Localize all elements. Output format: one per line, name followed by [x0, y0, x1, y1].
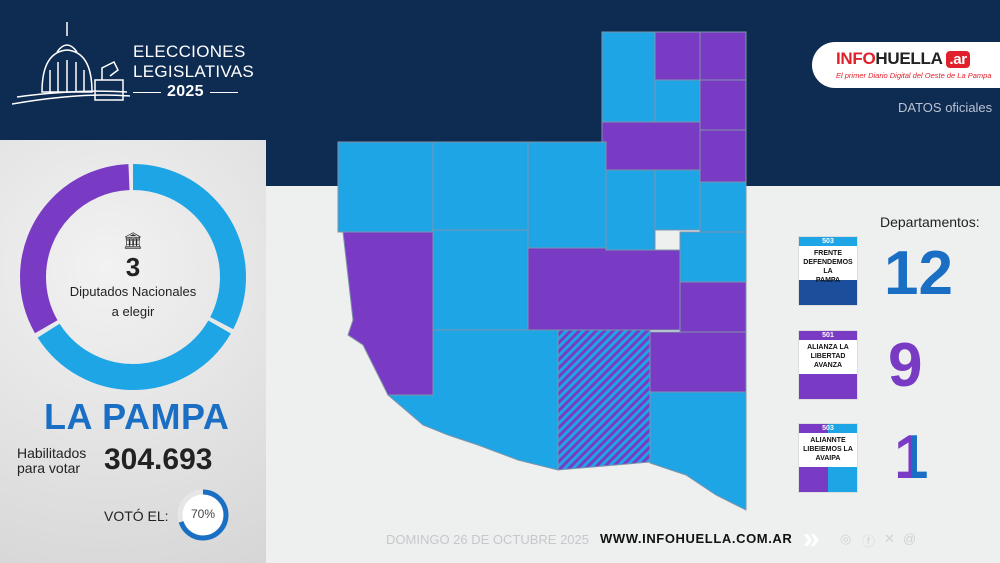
voters-label: Habilitados para votar — [17, 445, 87, 476]
department — [601, 31, 656, 123]
department — [699, 31, 747, 81]
libertad-count: 9 — [888, 331, 923, 400]
title-year: 2025 — [167, 83, 204, 100]
department — [654, 169, 701, 231]
capitol-ballot-logo-icon — [12, 22, 131, 105]
election-title: ELECCIONES LEGISLATIVAS 2025 — [133, 42, 254, 102]
ballot-libertad: 501 ALIANZA LA LIBERTAD AVANZA — [798, 330, 858, 400]
seats-donut — [20, 164, 246, 390]
department — [386, 329, 559, 471]
threads-icon[interactable]: @ — [903, 531, 917, 546]
department — [557, 329, 651, 471]
source-label: DATOS oficiales — [898, 100, 993, 115]
department — [527, 141, 607, 249]
frente-count: 12 — [884, 239, 953, 308]
turnout-value: 70% — [190, 507, 216, 521]
turnout-label: VOTÓ EL: — [104, 508, 169, 524]
footer-url[interactable]: WWW.INFOHUELLA.COM.AR — [600, 531, 793, 546]
brand-tagline: El primer Diario Digital del Oeste de La… — [836, 71, 992, 80]
department — [699, 79, 747, 131]
facebook-icon[interactable]: ⓕ — [862, 534, 876, 549]
department — [605, 169, 656, 251]
voters-count: 304.693 — [104, 443, 213, 476]
department — [601, 121, 701, 171]
title-line2: LEGISLATIVAS — [133, 62, 255, 81]
capitol-icon: 🏛 — [122, 233, 144, 250]
infohuella-logo[interactable]: INFOHUELLA .ar El primer Diario Digital … — [812, 42, 1000, 88]
shared-count: 1 — [894, 423, 929, 492]
title-line1: ELECCIONES — [133, 42, 246, 61]
departments-label: Departamentos: — [880, 214, 980, 230]
seats-label: Diputados Nacionales — [69, 284, 197, 299]
department — [654, 79, 701, 123]
seats-count: 3 — [125, 252, 141, 282]
department — [432, 141, 529, 231]
department — [699, 129, 747, 183]
department — [527, 247, 681, 331]
ballot-frente: 503 FRENTE DEFENDEMOS LA PAMPA — [798, 236, 858, 306]
x-icon[interactable]: ✕ — [884, 531, 895, 546]
ballot-mixed: 503 ALIANNTE LIBEIEMOS LA AVAIPA — [798, 423, 858, 493]
seats-info: 🏛 3 Diputados Nacionales a elegir — [18, 162, 248, 392]
department — [342, 231, 434, 396]
department — [649, 331, 747, 393]
chevrons-icon: » — [803, 522, 820, 555]
turnout-ring — [177, 489, 229, 541]
department — [679, 231, 747, 283]
seats-label-2: a elegir — [111, 304, 155, 319]
department — [337, 141, 434, 233]
province-name: LA PAMPA — [44, 396, 230, 437]
department — [654, 31, 701, 81]
department — [699, 181, 747, 233]
department — [649, 391, 747, 511]
department — [679, 281, 747, 333]
footer-date: DOMINGO 26 DE OCTUBRE 2025 — [386, 532, 589, 547]
instagram-icon[interactable]: ◎ — [840, 531, 852, 546]
department — [432, 229, 529, 331]
